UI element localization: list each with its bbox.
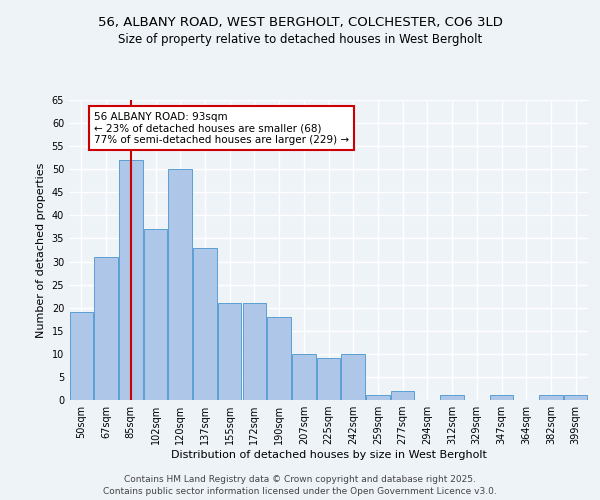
Text: Size of property relative to detached houses in West Bergholt: Size of property relative to detached ho…: [118, 34, 482, 46]
Bar: [94, 257, 118, 400]
Text: Contains public sector information licensed under the Open Government Licence v3: Contains public sector information licen…: [103, 486, 497, 496]
X-axis label: Distribution of detached houses by size in West Bergholt: Distribution of detached houses by size …: [170, 450, 487, 460]
Bar: [268, 317, 291, 400]
Text: Contains HM Land Registry data © Crown copyright and database right 2025.: Contains HM Land Registry data © Crown c…: [124, 476, 476, 484]
Bar: [242, 303, 266, 400]
Bar: [341, 354, 365, 400]
Bar: [218, 303, 241, 400]
Bar: [193, 248, 217, 400]
Bar: [70, 312, 93, 400]
Bar: [169, 169, 192, 400]
Bar: [490, 396, 513, 400]
Bar: [391, 391, 415, 400]
Bar: [564, 396, 587, 400]
Text: 56 ALBANY ROAD: 93sqm
← 23% of detached houses are smaller (68)
77% of semi-deta: 56 ALBANY ROAD: 93sqm ← 23% of detached …: [94, 112, 349, 144]
Bar: [440, 396, 464, 400]
Y-axis label: Number of detached properties: Number of detached properties: [36, 162, 46, 338]
Bar: [144, 229, 167, 400]
Bar: [539, 396, 563, 400]
Bar: [292, 354, 316, 400]
Bar: [317, 358, 340, 400]
Text: 56, ALBANY ROAD, WEST BERGHOLT, COLCHESTER, CO6 3LD: 56, ALBANY ROAD, WEST BERGHOLT, COLCHEST…: [98, 16, 502, 29]
Bar: [119, 160, 143, 400]
Bar: [366, 396, 389, 400]
